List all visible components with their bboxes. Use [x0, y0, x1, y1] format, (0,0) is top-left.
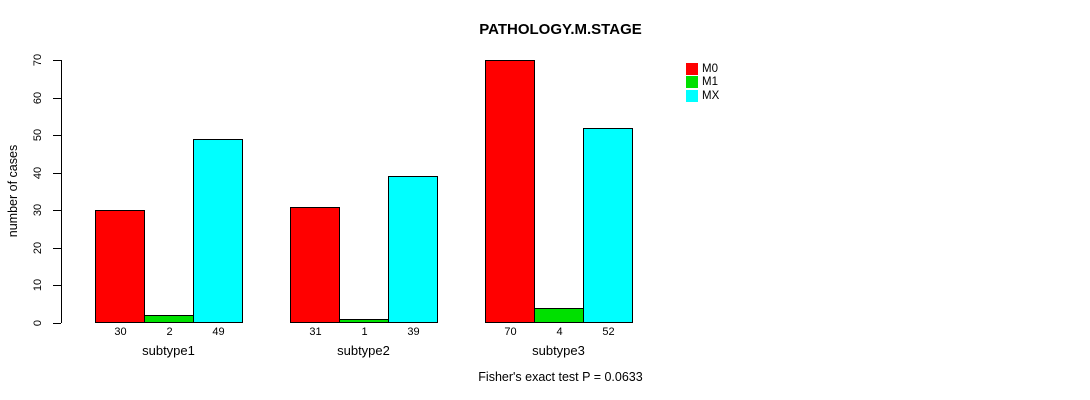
- y-axis-tick-label: 20: [32, 241, 44, 255]
- bar-M1-subtype3: [534, 308, 584, 323]
- bar-value-label: 52: [602, 326, 615, 338]
- legend-label-M0: M0: [702, 63, 718, 75]
- bar-value-label: 49: [212, 326, 225, 338]
- y-axis-label: number of cases: [6, 144, 20, 238]
- bar-MX-subtype1: [193, 139, 243, 323]
- y-axis-tick: [53, 135, 61, 136]
- legend-label-MX: MX: [702, 89, 720, 102]
- chart-title: PATHOLOGY.M.STAGE: [479, 21, 642, 38]
- y-axis-tick-label: 70: [32, 53, 44, 67]
- bar-value-label: 2: [166, 326, 173, 338]
- bar-value-label: 31: [309, 326, 322, 338]
- y-axis-tick: [53, 248, 61, 249]
- bar-M0-subtype1: [95, 210, 145, 323]
- y-axis-tick-label: 0: [32, 319, 44, 327]
- bar-M0-subtype3: [485, 60, 535, 323]
- bar-M0-subtype2: [290, 207, 340, 323]
- legend-label-M1: M1: [702, 76, 718, 89]
- bar-M1-subtype2: [339, 319, 389, 323]
- y-axis-tick: [53, 323, 61, 324]
- y-axis-tick-label: 50: [32, 128, 44, 142]
- y-axis-tick: [53, 98, 61, 99]
- y-axis-tick-label: 30: [32, 203, 44, 217]
- subtitle-caption: Fisher's exact test P = 0.0633: [478, 370, 643, 384]
- bar-value-label: 70: [504, 326, 517, 338]
- bar-value-label: 4: [556, 326, 563, 338]
- bar-value-label: 39: [407, 326, 420, 338]
- bar-MX-subtype2: [388, 176, 438, 323]
- y-axis-tick-label: 10: [32, 278, 44, 292]
- category-label-subtype2: subtype2: [337, 343, 390, 358]
- legend-swatch-MX: [686, 89, 698, 102]
- y-axis-tick: [53, 60, 61, 61]
- y-axis-line: [61, 60, 62, 323]
- y-axis-tick: [53, 210, 61, 211]
- bar-MX-subtype3: [583, 128, 633, 323]
- bar-M1-subtype1: [144, 315, 194, 323]
- bar-value-label: 1: [361, 326, 368, 338]
- y-axis-tick: [53, 173, 61, 174]
- legend-swatch-M1: [686, 76, 698, 89]
- category-label-subtype3: subtype3: [532, 343, 585, 358]
- category-label-subtype1: subtype1: [142, 343, 195, 358]
- y-axis-tick-label: 60: [32, 91, 44, 105]
- legend-swatch-M0: [686, 63, 698, 75]
- bar-value-label: 30: [114, 326, 127, 338]
- y-axis-tick: [53, 285, 61, 286]
- y-axis-tick-label: 40: [32, 166, 44, 180]
